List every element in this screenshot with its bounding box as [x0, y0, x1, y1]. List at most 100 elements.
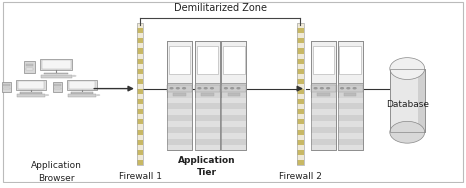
Circle shape [237, 88, 240, 89]
Bar [297, 84, 304, 89]
Bar [311, 127, 336, 133]
Bar [311, 145, 336, 150]
Bar [339, 46, 361, 74]
Bar [195, 109, 220, 115]
Bar [297, 114, 304, 119]
Ellipse shape [390, 58, 425, 80]
Bar [167, 103, 192, 109]
Bar [197, 46, 218, 74]
Bar [195, 133, 220, 139]
Bar [195, 115, 220, 121]
Circle shape [341, 88, 343, 89]
Circle shape [327, 88, 329, 89]
Bar [18, 81, 44, 89]
Bar [137, 104, 144, 109]
Bar [137, 79, 144, 84]
Bar [221, 109, 247, 115]
Bar [311, 41, 336, 150]
Bar [195, 98, 220, 103]
Bar [167, 145, 192, 150]
Bar [68, 94, 96, 97]
Bar [26, 64, 34, 66]
Bar [24, 61, 35, 73]
Bar [297, 150, 304, 155]
Bar [297, 49, 304, 54]
Bar [137, 109, 144, 114]
Bar [337, 85, 363, 92]
Bar [167, 133, 192, 139]
Circle shape [96, 94, 100, 96]
Bar [195, 127, 220, 133]
Text: Database: Database [386, 100, 429, 108]
Bar [167, 41, 192, 150]
Bar [297, 119, 304, 124]
Bar [26, 68, 34, 70]
Bar [195, 121, 220, 127]
Bar [313, 46, 335, 74]
Bar [297, 43, 304, 49]
Bar [195, 41, 220, 83]
Bar [71, 92, 93, 94]
Bar [311, 41, 336, 150]
Bar [137, 33, 144, 38]
Bar [297, 160, 304, 165]
Bar [20, 92, 42, 94]
Bar [221, 133, 247, 139]
Circle shape [347, 88, 350, 89]
Bar [297, 135, 304, 140]
Bar [137, 59, 144, 64]
Bar [337, 121, 363, 127]
Bar [195, 41, 220, 150]
Bar [311, 139, 336, 145]
Text: Firewall 1: Firewall 1 [118, 172, 162, 181]
Circle shape [183, 88, 185, 89]
Bar [137, 54, 144, 59]
Circle shape [314, 88, 317, 89]
Circle shape [72, 75, 76, 77]
Circle shape [353, 88, 356, 89]
Bar [167, 109, 192, 115]
Bar [297, 33, 304, 38]
Bar [297, 124, 304, 130]
Bar [337, 103, 363, 109]
Bar [137, 23, 144, 165]
Bar [297, 23, 304, 28]
Bar [167, 139, 192, 145]
Bar [221, 127, 247, 133]
Bar [221, 139, 247, 145]
Bar [137, 74, 144, 79]
Bar [311, 121, 336, 127]
Circle shape [231, 88, 233, 89]
Bar [337, 41, 363, 150]
Bar [311, 98, 336, 103]
Bar [137, 94, 144, 99]
Bar [42, 61, 70, 69]
Bar [137, 130, 144, 135]
Bar [311, 109, 336, 115]
Text: Firewall 2: Firewall 2 [279, 172, 322, 181]
Bar [137, 64, 144, 69]
Bar [137, 140, 144, 145]
Bar [137, 89, 144, 94]
Bar [337, 109, 363, 115]
Bar [53, 82, 62, 92]
Bar [311, 103, 336, 109]
Bar [137, 119, 144, 124]
Bar [137, 28, 144, 33]
Bar [137, 23, 144, 28]
Circle shape [225, 88, 227, 89]
Bar [344, 93, 356, 96]
Bar [3, 84, 10, 86]
Bar [69, 81, 95, 89]
Bar [54, 84, 61, 86]
Bar [137, 155, 144, 160]
Circle shape [211, 88, 213, 89]
Bar [195, 139, 220, 145]
Bar [221, 121, 247, 127]
Bar [221, 41, 247, 150]
Bar [41, 75, 72, 78]
Bar [167, 85, 192, 92]
Bar [297, 69, 304, 74]
Bar [68, 80, 96, 90]
Bar [337, 127, 363, 133]
